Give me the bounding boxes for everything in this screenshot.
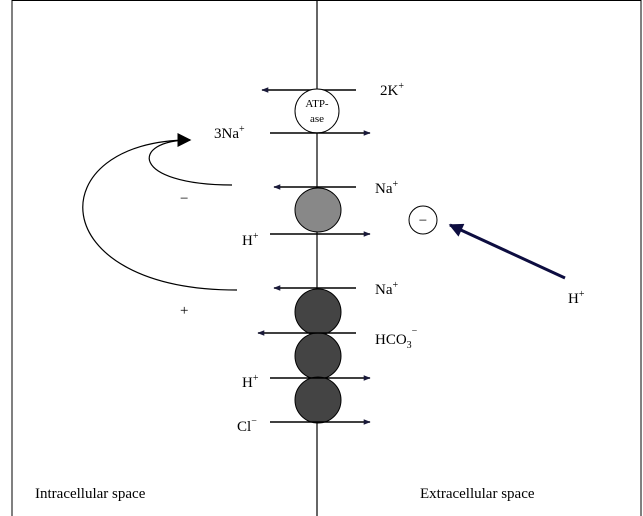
region-label: Intracellular space — [35, 486, 146, 502]
label-sub: 3 — [407, 340, 412, 351]
exchanger — [294, 288, 342, 336]
label-sup: + — [253, 373, 259, 384]
charge-circle — [408, 205, 438, 235]
label: H+ — [242, 231, 259, 249]
label: H+ — [568, 289, 585, 307]
label-sup: + — [579, 289, 585, 300]
frame — [11, 0, 642, 516]
label-text: H — [568, 291, 579, 307]
label-text: HCO — [375, 332, 407, 348]
label: 2K+ — [380, 81, 404, 99]
label: HCO3− — [375, 326, 418, 351]
label: − — [180, 191, 188, 207]
atpase-label: ATP- — [305, 98, 329, 110]
label: Cl− — [237, 416, 257, 435]
label: − — [419, 213, 427, 229]
label: Na+ — [375, 280, 399, 298]
arrow — [448, 223, 566, 280]
label-text: Na — [375, 181, 393, 197]
label-text: 3Na — [214, 126, 239, 142]
region-label: Extracellular space — [420, 486, 535, 502]
label: + — [180, 303, 188, 319]
label-sup: + — [393, 179, 399, 190]
inner-loop — [148, 139, 233, 186]
label-text: Na — [375, 282, 393, 298]
atpase-circle — [294, 88, 340, 134]
label-text: Cl — [237, 419, 251, 435]
label: 3Na+ — [214, 124, 245, 142]
label-sup: + — [253, 231, 259, 242]
label: H+ — [242, 373, 259, 391]
label-sup: − — [251, 416, 257, 427]
outer-loop — [82, 133, 238, 291]
label-text: H — [242, 233, 253, 249]
label-sup: − — [412, 326, 418, 337]
exchanger — [294, 332, 342, 380]
label-text: H — [242, 375, 253, 391]
atpase-label: ase — [310, 113, 324, 125]
label: Na+ — [375, 179, 399, 197]
label-sup: + — [239, 124, 245, 135]
label-sup: + — [393, 280, 399, 291]
label-sup: + — [398, 81, 404, 92]
exchanger — [294, 187, 342, 233]
exchanger — [294, 376, 342, 424]
label-text: 2K — [380, 83, 399, 99]
